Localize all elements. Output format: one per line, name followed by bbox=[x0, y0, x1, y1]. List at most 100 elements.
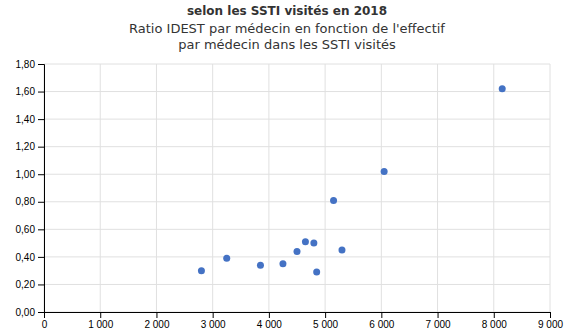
x-axis: 0 1 000 2 000 3 000 4 000 5 000 6 000 7 000 8 00… bbox=[42, 312, 564, 330]
y-axis-tick-mark bbox=[38, 257, 44, 258]
grid-line-y bbox=[44, 284, 550, 285]
grid-line-y bbox=[44, 119, 550, 120]
grid-line-y bbox=[44, 64, 550, 65]
grid-line-x bbox=[212, 64, 213, 312]
x-axis-tick-mark bbox=[325, 312, 326, 318]
x-axis-tick: 8 000 bbox=[482, 312, 507, 330]
grid-line-x bbox=[325, 64, 326, 312]
x-axis-tick: 3 000 bbox=[201, 312, 226, 330]
x-axis-tick-mark bbox=[269, 312, 270, 318]
x-axis-tick-label: 7 000 bbox=[426, 319, 451, 330]
grid-line-y bbox=[44, 146, 550, 147]
plot: 0 1 000 2 000 3 000 4 000 5 000 6 000 7 000 8 00… bbox=[16, 59, 564, 330]
y-axis-tick-mark bbox=[38, 312, 44, 313]
x-axis-tick: 9 000 bbox=[538, 312, 563, 330]
x-axis-tick-label: 9 000 bbox=[538, 319, 563, 330]
x-axis-tick-label: 0 bbox=[42, 319, 48, 330]
point bbox=[330, 197, 337, 204]
x-axis-tick: 6 000 bbox=[369, 312, 394, 330]
x-axis-tick-mark bbox=[381, 312, 382, 318]
y-axis-tick: 1,60 bbox=[16, 86, 44, 97]
y-axis-tick-mark bbox=[38, 147, 44, 148]
x-axis-tick: 7 000 bbox=[426, 312, 451, 330]
point bbox=[302, 238, 309, 245]
title: Ratio IDEST par médecin en fonction de l… bbox=[129, 21, 445, 52]
x-axis-tick: 2 000 bbox=[144, 312, 169, 330]
x-axis-tick: 1 000 bbox=[88, 312, 113, 330]
point bbox=[338, 247, 345, 254]
y-axis-tick: 1,80 bbox=[16, 59, 44, 70]
x-axis-tick-label: 6 000 bbox=[369, 319, 394, 330]
y-axis-line bbox=[38, 65, 45, 313]
x-axis-tick: 0 bbox=[42, 312, 48, 330]
x-axis-tick-mark bbox=[156, 312, 157, 318]
y-axis-tick-label: 1,80 bbox=[16, 59, 36, 70]
y-axis-tick-mark bbox=[38, 174, 44, 175]
point bbox=[279, 260, 286, 267]
y-axis-tick-label: 1,20 bbox=[16, 141, 36, 152]
y-axis-tick-mark bbox=[38, 92, 44, 93]
y-axis-tick: 1,00 bbox=[16, 169, 44, 180]
grid-line-y bbox=[44, 256, 550, 257]
x-axis-tick-label: 1 000 bbox=[88, 319, 113, 330]
point bbox=[381, 168, 388, 175]
grid bbox=[44, 64, 550, 312]
x-axis-tick: 4 000 bbox=[257, 312, 282, 330]
chart: selon les SSTI visités en 2018 Ratio IDES… bbox=[0, 0, 574, 336]
grid-line-x bbox=[268, 64, 269, 312]
x-axis-line bbox=[45, 313, 551, 319]
y-axis-tick-label: 0,80 bbox=[16, 196, 36, 207]
y-axis-tick-mark bbox=[38, 202, 44, 203]
title-line: Ratio IDEST par médecin en fonction de l… bbox=[129, 21, 445, 36]
y-axis-tick-mark bbox=[38, 284, 44, 285]
y-axis-tick-label: 1,60 bbox=[16, 86, 36, 97]
grid-line-x bbox=[493, 64, 494, 312]
x-axis-tick-mark bbox=[213, 312, 214, 318]
subtitle: selon les SSTI visités en 2018 bbox=[187, 4, 387, 18]
y-axis-tick-mark bbox=[38, 119, 44, 120]
grid-line-y bbox=[44, 91, 550, 92]
y-axis-tick: 1,20 bbox=[16, 141, 44, 152]
x-axis-tick-mark bbox=[438, 312, 439, 318]
title-line: par médecin dans les SSTI visités bbox=[178, 37, 396, 52]
point bbox=[294, 248, 301, 255]
x-axis-tick-label: 2 000 bbox=[144, 319, 169, 330]
y-axis-tick: 0,00 bbox=[16, 307, 44, 318]
y-axis-tick: 0,20 bbox=[16, 279, 44, 290]
point bbox=[499, 85, 506, 92]
point bbox=[198, 267, 205, 274]
y-axis-tick-label: 0,40 bbox=[16, 252, 36, 263]
point bbox=[310, 240, 317, 247]
grid-line-x bbox=[550, 64, 551, 312]
grid-line-x bbox=[156, 64, 157, 312]
y-axis-tick-label: 0,60 bbox=[16, 224, 36, 235]
y-axis-tick-label: 0,20 bbox=[16, 279, 36, 290]
grid-line-x bbox=[100, 64, 101, 312]
x-axis-tick-label: 5 000 bbox=[313, 319, 338, 330]
point bbox=[257, 262, 264, 269]
x-axis-tick-mark bbox=[100, 312, 101, 318]
x-axis-tick-mark bbox=[550, 312, 551, 318]
grid-line-x bbox=[381, 64, 382, 312]
x-axis-tick: 5 000 bbox=[313, 312, 338, 330]
grid-line-x bbox=[437, 64, 438, 312]
points bbox=[198, 85, 506, 275]
y-axis-tick-label: 0,00 bbox=[16, 307, 36, 318]
y-axis-tick: 1,40 bbox=[16, 114, 44, 125]
y-axis-tick-mark bbox=[38, 229, 44, 230]
grid-line-y bbox=[44, 201, 550, 202]
point bbox=[223, 255, 230, 262]
y-axis-tick-label: 1,40 bbox=[16, 114, 36, 125]
grid-line-y bbox=[44, 229, 550, 230]
y-axis-tick-mark bbox=[38, 64, 44, 65]
y-axis: 0,00 0,20 0,40 0,60 0,80 1,00 1,20 1,40 1,60 1,80 bbox=[16, 59, 45, 318]
grid-line-y bbox=[44, 174, 550, 175]
x-axis-tick-label: 3 000 bbox=[201, 319, 226, 330]
point bbox=[313, 269, 320, 276]
x-axis-tick-label: 4 000 bbox=[257, 319, 282, 330]
y-axis-tick: 0,80 bbox=[16, 196, 44, 207]
x-axis-tick-label: 8 000 bbox=[482, 319, 507, 330]
y-axis-tick: 0,40 bbox=[16, 252, 44, 263]
y-axis-tick: 0,60 bbox=[16, 224, 44, 235]
y-axis-tick-label: 1,00 bbox=[16, 169, 36, 180]
